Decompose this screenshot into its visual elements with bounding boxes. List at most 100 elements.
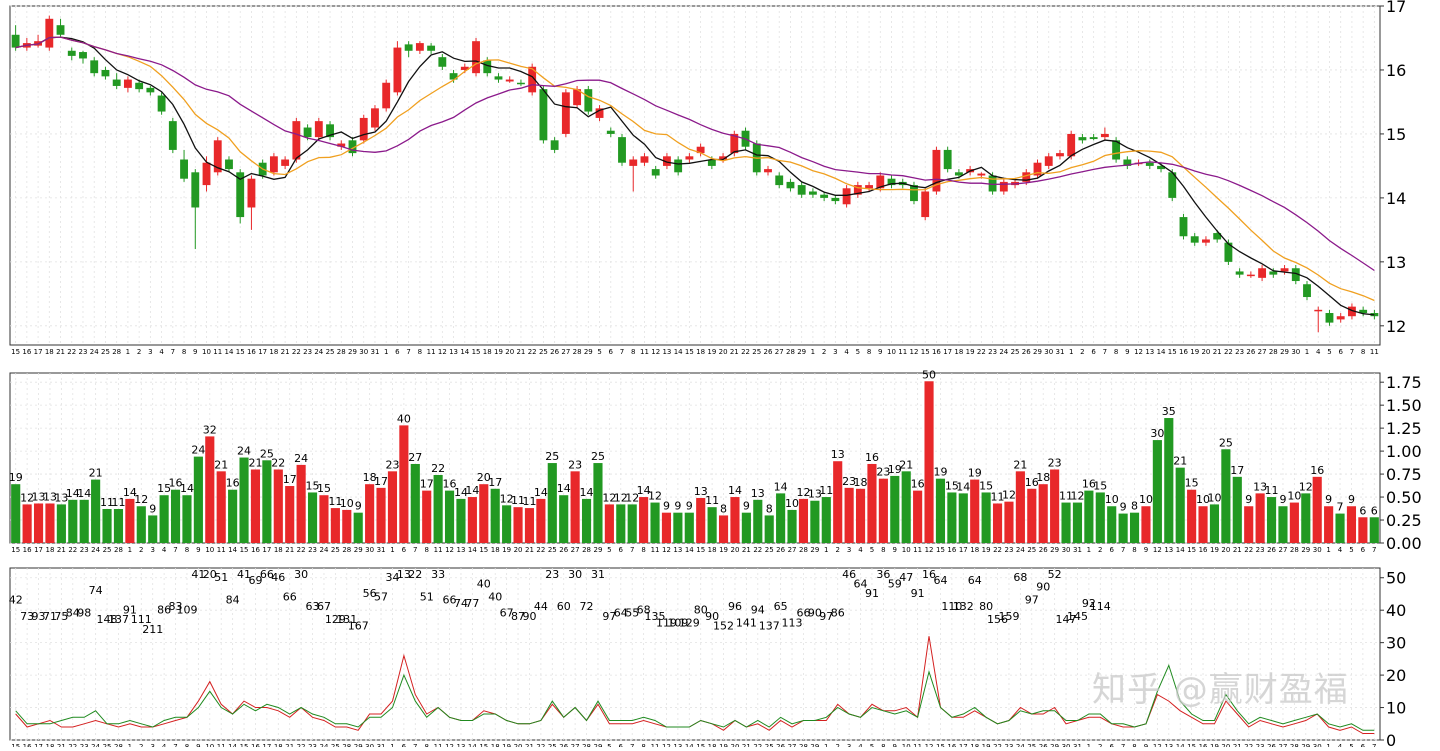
x-tick-label: 31 [370,348,379,356]
volume-bar [33,503,44,543]
x-tick-label: 19 [1210,743,1219,747]
x-tick-label: 14 [468,743,477,747]
indicator-annotation: 86 [157,603,171,616]
candle-body [1291,268,1300,282]
candle-body [213,140,222,173]
volume-bar [1141,506,1151,543]
indicator-annotation: 56 [363,587,377,600]
indicator-annotation: 51 [214,571,228,584]
volume-bar-label: 15 [945,479,959,492]
x-tick-label: 23 [80,743,89,747]
x-tick-label: 4 [858,546,863,554]
x-tick-label: 19 [982,546,991,554]
x-tick-label: 13 [456,743,465,747]
volume-bar [1129,512,1140,543]
x-tick-label: 9 [1144,546,1148,554]
x-tick-label: 14 [460,348,469,356]
x-tick-label: 11 [427,348,436,356]
x-tick-label: 23 [308,743,317,747]
candle-body [1179,217,1188,237]
volume-bar-label: 6 [1359,504,1366,517]
x-tick-label: 18 [970,546,979,554]
x-tick-label: 9 [893,743,897,747]
volume-bar-label: 23 [876,466,890,479]
candle-body [1325,313,1334,323]
candle-body [808,191,817,195]
volume-bar-label: 16 [443,478,457,491]
x-tick-label: 11 [913,546,922,554]
x-tick-label: 18 [45,743,54,747]
x-tick-label: 1 [1326,546,1330,554]
indicator-annotation: 90 [522,610,536,623]
x-tick-label: 13 [1164,546,1173,554]
volume-bar [1061,502,1071,543]
volume-bar-label: 15 [1185,477,1199,490]
x-tick-label: 7 [1103,348,1107,356]
x-tick-label: 14 [1176,743,1185,747]
volume-bar-label: 11 [111,496,125,509]
x-tick-label: 28 [337,348,346,356]
ma-line-long [15,36,1375,272]
x-tick-label: 29 [810,743,819,747]
volume-bar-label: 11 [819,484,833,497]
y-tick-label: 1.00 [1386,442,1422,461]
volume-bar [1324,506,1334,543]
volume-bar-label: 21 [1013,458,1027,471]
indicator-annotation: 36 [876,568,890,581]
x-tick-label: 3 [833,348,837,356]
x-tick-label: 24 [1016,743,1025,747]
volume-panel-frame [9,372,1381,544]
x-tick-label: 13 [1145,348,1154,356]
x-tick-label: 7 [630,743,634,747]
indicator-annotation: 94 [751,603,765,616]
volume-bar [296,464,306,543]
x-tick-label: 20 [1201,348,1210,356]
x-tick-label: 2 [1098,546,1102,554]
volume-bar-label: 11 [991,490,1005,503]
volume-bar [901,471,911,543]
x-tick-label: 6 [1109,546,1114,554]
x-tick-label: 16 [23,743,32,747]
volume-bar-label: 27 [408,451,422,464]
volume-bar [513,507,523,543]
volume-bar [1358,517,1368,543]
volume-bar [365,484,375,543]
x-tick-label: 8 [1114,348,1118,356]
candle-body [1168,172,1177,198]
x-tick-label: 18 [274,546,283,554]
x-tick-label: 25 [1027,743,1036,747]
volume-bar-label: 25 [1219,436,1233,449]
indicator-annotation: 86 [831,607,845,620]
volume-bar [616,504,626,543]
volume-bar-label: 16 [169,477,183,490]
x-tick-label: 15 [11,546,20,554]
volume-bar [1107,506,1117,543]
volume-bar [787,509,797,543]
x-tick-label: 8 [185,546,189,554]
indicator-annotation: 80 [694,603,708,616]
candle-body [326,124,334,138]
candle-body [112,79,121,86]
volume-bar-label: 22 [271,456,285,469]
x-tick-label: 21 [57,546,66,554]
x-tick-label: 13 [673,743,682,747]
volume-bar [981,492,991,543]
x-tick-label: 25 [326,348,335,356]
x-tick-label: 3 [150,546,154,554]
candle-body [1213,233,1222,240]
x-tick-label: 22 [68,546,77,554]
x-tick-label: 21 [516,348,525,356]
x-tick-label: 18 [970,743,979,747]
x-tick-label: 23 [1256,546,1265,554]
x-tick-label: 28 [114,546,123,554]
volume-bar-label: 25 [260,447,274,460]
volume-bar [45,503,55,543]
x-tick-label: 22 [753,743,762,747]
indicator-annotation: 92 [1082,597,1096,610]
indicator-annotation: 119 [656,616,677,629]
volume-bar-label: 9 [149,502,156,515]
x-tick-label: 26 [776,743,785,747]
x-tick-label: 8 [1132,743,1136,747]
volume-bar-label: 11 [1265,484,1279,497]
indicator-annotation: 66 [283,590,297,603]
